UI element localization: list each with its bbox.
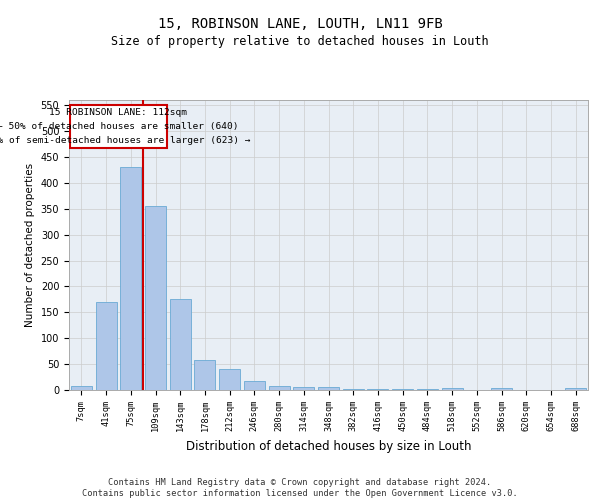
Bar <box>269 386 290 390</box>
Bar <box>491 388 512 390</box>
Bar <box>219 370 240 390</box>
Text: Size of property relative to detached houses in Louth: Size of property relative to detached ho… <box>111 35 489 48</box>
Text: 15, ROBINSON LANE, LOUTH, LN11 9FB: 15, ROBINSON LANE, LOUTH, LN11 9FB <box>158 18 442 32</box>
Bar <box>70 105 167 148</box>
Bar <box>194 360 215 390</box>
Y-axis label: Number of detached properties: Number of detached properties <box>25 163 35 327</box>
Bar <box>145 206 166 390</box>
Bar <box>318 388 339 390</box>
Text: 15 ROBINSON LANE: 112sqm
← 50% of detached houses are smaller (640)
49% of semi-: 15 ROBINSON LANE: 112sqm ← 50% of detach… <box>0 108 250 145</box>
Bar <box>293 388 314 390</box>
X-axis label: Distribution of detached houses by size in Louth: Distribution of detached houses by size … <box>186 440 471 452</box>
Bar <box>95 302 116 390</box>
Bar <box>120 168 141 390</box>
Bar <box>71 386 92 390</box>
Bar <box>442 388 463 390</box>
Text: Contains HM Land Registry data © Crown copyright and database right 2024.
Contai: Contains HM Land Registry data © Crown c… <box>82 478 518 498</box>
Bar <box>565 388 586 390</box>
Bar <box>244 380 265 390</box>
Bar <box>170 300 191 390</box>
